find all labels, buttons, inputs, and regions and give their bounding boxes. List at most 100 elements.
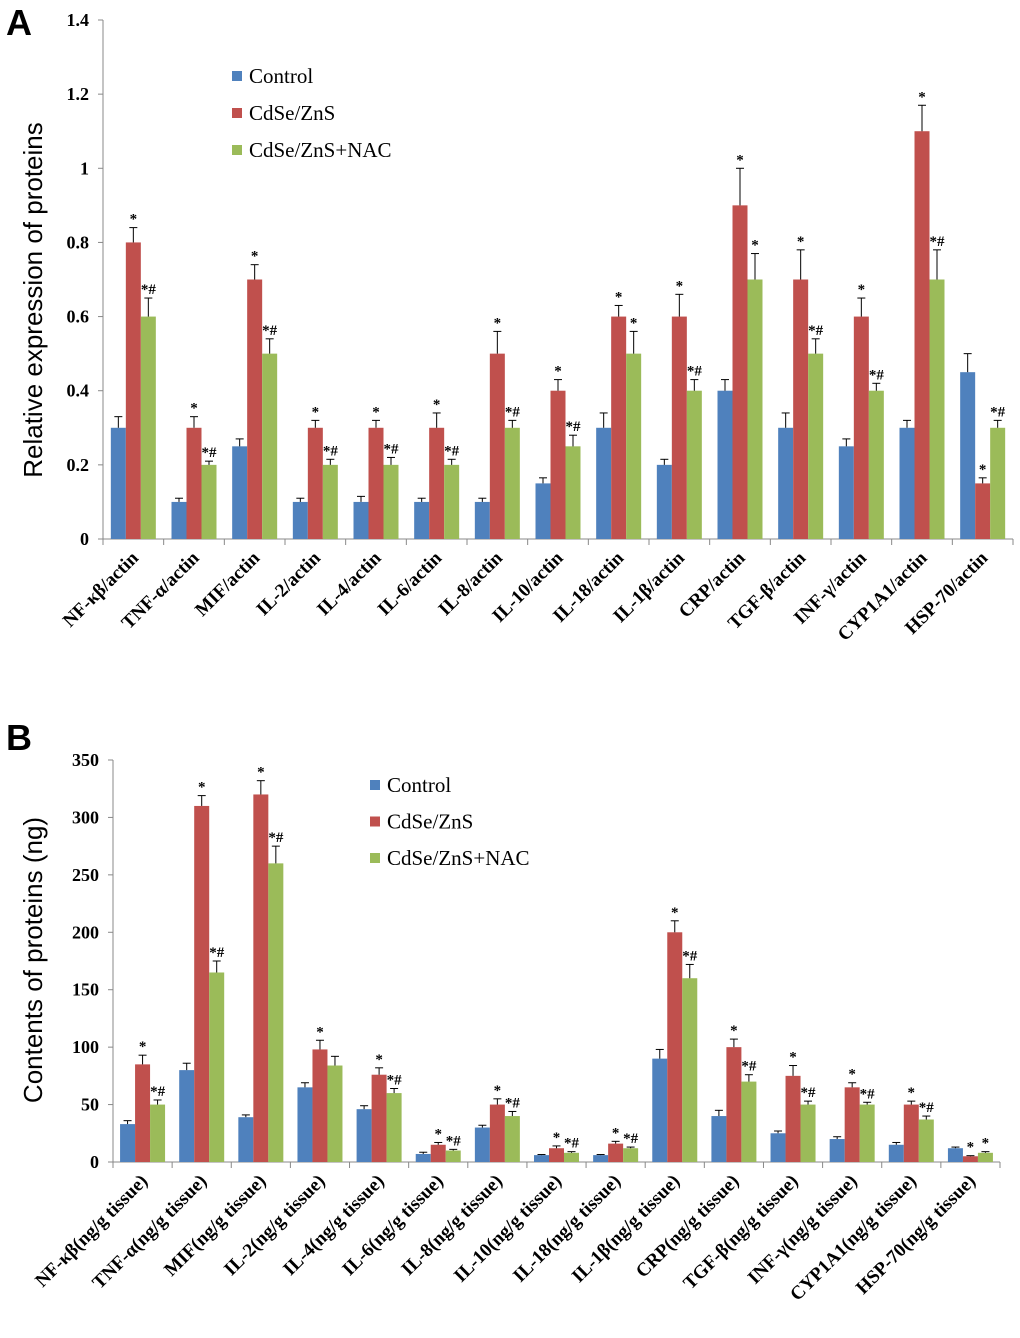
bar-cdse-zns	[793, 279, 809, 539]
significance-label: *	[494, 315, 502, 331]
significance-label: *	[967, 1140, 975, 1156]
x-category-label: IL-6(ng/g tissue)	[338, 1171, 447, 1280]
y-axis-label: Contents of proteins (ng)	[18, 817, 48, 1103]
bar-control	[829, 1139, 845, 1162]
bar-cdse-zns	[429, 427, 445, 539]
significance-label: *#	[919, 1100, 935, 1116]
legend-label: CdSe/ZnS+NAC	[387, 846, 530, 870]
significance-label: *	[375, 1052, 383, 1068]
significance-label: *	[434, 1126, 442, 1142]
y-tick-label: 1.4	[67, 10, 90, 30]
bar-cdse-zns	[962, 1156, 978, 1162]
significance-label: *	[316, 1024, 324, 1040]
legend-label: Control	[249, 64, 313, 88]
bar-control	[474, 501, 490, 539]
legend-swatch	[232, 145, 242, 155]
legend-swatch	[370, 780, 380, 790]
significance-label: *#	[930, 234, 946, 250]
bar-cdse-zns-nac	[741, 1081, 757, 1162]
significance-label: *	[257, 765, 265, 781]
bar-cdse-zns	[726, 1047, 742, 1162]
bar-cdse-zns-nac	[868, 390, 884, 539]
bar-control	[652, 1058, 668, 1162]
bar-cdse-zns	[903, 1104, 919, 1162]
bar-cdse-zns	[307, 427, 323, 539]
significance-label: *#	[141, 282, 157, 298]
significance-label: *	[198, 780, 206, 796]
significance-label: *#	[323, 443, 339, 459]
x-category-label: INF-γ(ng/g tissue)	[744, 1171, 862, 1289]
significance-label: *	[372, 404, 380, 420]
legend-swatch	[370, 816, 380, 827]
bar-cdse-zns-nac	[808, 353, 824, 539]
bar-cdse-zns-nac	[386, 1093, 402, 1162]
bar-cdse-zns-nac	[859, 1104, 875, 1162]
chart-panel-a: A 0 0.2 0.4 0.6 0.8 1 1.2 1.4 Relative expression…	[6, 2, 1014, 645]
significance-label: *	[676, 278, 684, 294]
legend-label: CdSe/ZnS	[387, 810, 473, 834]
significance-label: *#	[505, 404, 521, 420]
significance-label: *	[789, 1050, 797, 1066]
bar-cdse-zns	[732, 205, 748, 539]
legend-swatch	[232, 108, 242, 118]
bar-cdse-zns-nac	[565, 446, 581, 539]
y-tick-label: 0.8	[67, 232, 90, 252]
bar-cdse-zns	[914, 131, 930, 539]
bar-cdse-zns-nac	[800, 1104, 816, 1162]
bar-cdse-zns	[186, 427, 202, 539]
bar-control	[414, 501, 430, 539]
significance-label: *#	[990, 404, 1006, 420]
significance-label: *	[982, 1136, 990, 1152]
bar-control	[120, 1124, 136, 1162]
bar-control	[297, 1087, 313, 1162]
significance-label: *	[553, 1130, 561, 1146]
significance-label: *#	[150, 1084, 166, 1100]
bar-cdse-zns	[611, 316, 627, 539]
bar-cdse-zns-nac	[977, 1152, 993, 1162]
y-axis-label: Relative expression of proteins	[18, 122, 48, 478]
x-category-label: MIF(ng/g tissue)	[160, 1171, 270, 1281]
bar-control	[474, 1127, 490, 1162]
legend-swatch	[370, 853, 380, 863]
bar-cdse-zns	[194, 805, 210, 1162]
y-tick-label: 0	[90, 1152, 99, 1172]
panel-label: B	[6, 717, 32, 758]
significance-label: *#	[387, 1072, 403, 1088]
bar-control	[960, 372, 976, 539]
significance-label: *#	[202, 445, 218, 461]
significance-label: *#	[262, 323, 278, 339]
bar-cdse-zns	[371, 1074, 387, 1162]
x-category-label: CRP(ng/g tissue)	[632, 1171, 744, 1283]
bar-cdse-zns	[975, 483, 991, 539]
bar-cdse-zns	[785, 1075, 801, 1162]
y-tick-label: 1	[80, 158, 89, 178]
bar-cdse-zns-nac	[682, 978, 698, 1162]
bar-control	[292, 501, 308, 539]
y-tick-label: 250	[72, 865, 99, 885]
bar-cdse-zns-nac	[623, 1148, 639, 1162]
bar-control	[534, 1155, 549, 1162]
significance-label: *	[130, 212, 138, 228]
bar-control	[356, 1109, 372, 1162]
significance-label: *	[251, 249, 259, 265]
bar-cdse-zns-nac	[444, 464, 460, 539]
y-tick-label: 200	[72, 922, 99, 942]
significance-label: *	[908, 1085, 916, 1101]
y-tick-label: 0.2	[67, 455, 90, 475]
bar-cdse-zns	[667, 932, 683, 1162]
bar-cdse-zns-nac	[686, 390, 702, 539]
bar-control	[110, 427, 126, 539]
bar-control	[778, 427, 794, 539]
bar-control	[353, 501, 369, 539]
bar-cdse-zns-nac	[564, 1152, 579, 1162]
bar-cdse-zns-nac	[504, 1116, 520, 1162]
x-category-label: IL-2/actin	[253, 547, 326, 620]
significance-label: *#	[209, 945, 225, 961]
x-category-label: IL-2(ng/g tissue)	[220, 1171, 329, 1280]
significance-label: *#	[869, 367, 885, 383]
y-tick-label: 0.4	[67, 381, 90, 401]
bar-cdse-zns	[550, 390, 566, 539]
x-category-label: IL-18(ng/g tissue)	[509, 1171, 625, 1287]
x-category-label: IL-8(ng/g tissue)	[398, 1171, 507, 1280]
significance-label: *	[433, 397, 441, 413]
